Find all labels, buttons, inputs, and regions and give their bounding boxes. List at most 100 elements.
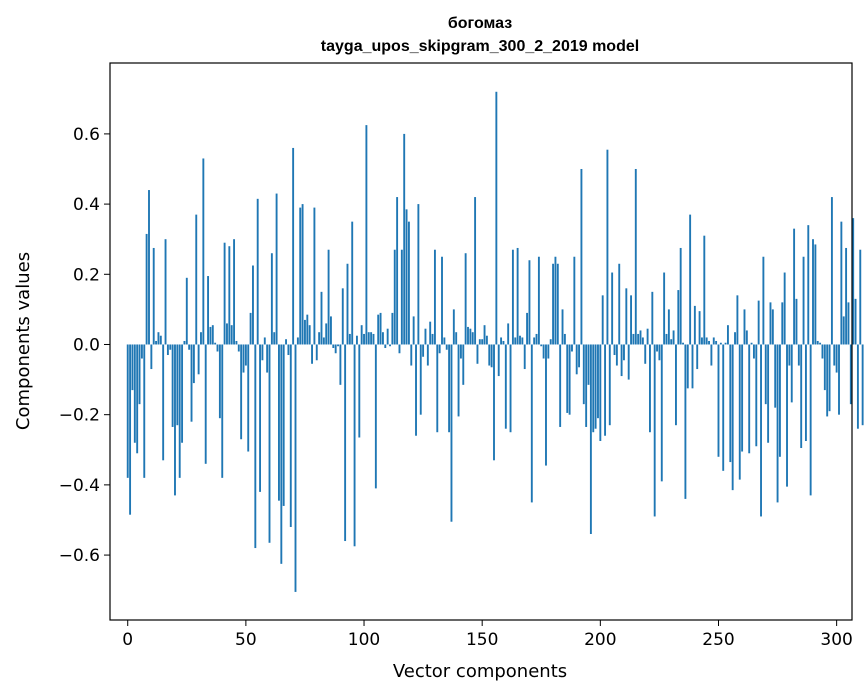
- bar-290: [812, 239, 814, 345]
- bar-167: [521, 337, 524, 345]
- bar-308: [854, 298, 857, 345]
- bar-37: [214, 342, 217, 345]
- bar-282: [793, 228, 796, 345]
- bar-301: [838, 344, 840, 415]
- bar-173: [535, 333, 538, 345]
- bar-49: [242, 344, 245, 373]
- bar-302: [840, 221, 843, 345]
- bar-26: [188, 344, 191, 350]
- bar-35: [209, 326, 212, 345]
- bar-187: [568, 344, 571, 415]
- bar-200: [599, 344, 602, 441]
- bar-276: [778, 344, 781, 457]
- bar-215: [634, 168, 637, 345]
- bar-231: [672, 330, 675, 345]
- bar-52: [249, 312, 252, 345]
- x-tick-label-6: 300: [820, 630, 852, 650]
- bar-304: [845, 247, 848, 345]
- bar-75: [304, 319, 306, 345]
- bar-203: [606, 149, 609, 345]
- bar-235: [682, 342, 684, 345]
- bar-222: [651, 291, 654, 345]
- bar-146: [471, 332, 474, 345]
- bar-261: [743, 309, 746, 345]
- bar-267: [757, 300, 760, 345]
- bar-298: [830, 197, 833, 345]
- bar-197: [592, 344, 595, 433]
- bar-180: [552, 263, 555, 345]
- x-tick-label-2: 100: [348, 630, 380, 650]
- bar-18: [169, 344, 172, 350]
- bar-142: [462, 344, 465, 385]
- bar-20: [174, 344, 176, 496]
- bar-259: [738, 344, 741, 480]
- bar-264: [750, 342, 753, 345]
- bar-270: [764, 344, 767, 405]
- bar-12: [155, 340, 158, 345]
- bar-157: [497, 344, 500, 377]
- bar-300: [835, 344, 838, 373]
- bar-67: [285, 339, 287, 345]
- bar-240: [693, 305, 696, 345]
- bar-131: [436, 344, 439, 433]
- bar-255: [729, 344, 732, 463]
- bar-204: [608, 344, 611, 426]
- bar-57: [261, 344, 264, 361]
- bar-48: [240, 344, 243, 440]
- bar-225: [658, 344, 661, 361]
- bar-279: [786, 344, 788, 487]
- bar-170: [528, 260, 531, 345]
- bar-126: [424, 328, 427, 345]
- bar-69: [289, 344, 292, 527]
- bar-87: [332, 344, 335, 348]
- bar-265: [752, 344, 755, 359]
- bar-36: [211, 325, 214, 345]
- bar-195: [587, 344, 590, 385]
- bar-88: [334, 344, 337, 354]
- x-axis-label: Vector components: [393, 661, 567, 682]
- bar-149: [478, 339, 481, 345]
- bar-71: [294, 344, 297, 592]
- bar-121: [412, 316, 415, 345]
- bar-242: [698, 311, 701, 345]
- bar-294: [821, 344, 824, 359]
- bar-210: [623, 344, 625, 361]
- bar-63: [275, 193, 278, 345]
- bar-246: [708, 340, 710, 345]
- bar-194: [585, 344, 588, 427]
- bar-196: [589, 344, 592, 535]
- bar-11: [152, 247, 155, 345]
- y-tick-label-2: −0.2: [59, 406, 100, 426]
- bar-118: [405, 209, 408, 345]
- bar-54: [254, 344, 257, 549]
- bar-32: [202, 158, 205, 345]
- bar-216: [637, 333, 640, 345]
- bar-205: [611, 272, 614, 345]
- bar-120: [410, 344, 413, 366]
- bar-78: [311, 344, 313, 364]
- bar-23: [181, 344, 184, 443]
- bar-164: [514, 337, 517, 345]
- bar-292: [816, 340, 819, 345]
- bar-234: [679, 247, 682, 345]
- bar-117: [403, 133, 406, 345]
- bar-95: [351, 221, 354, 345]
- bar-288: [807, 225, 810, 345]
- bar-89: [337, 344, 339, 347]
- bar-303: [842, 316, 845, 345]
- bar-84: [325, 323, 328, 345]
- bar-122: [415, 344, 417, 436]
- y-axis-label: Components values: [13, 252, 34, 430]
- plot-frame: [109, 62, 853, 621]
- bar-113: [393, 249, 396, 345]
- bar-166: [519, 335, 521, 345]
- bar-307: [852, 218, 855, 345]
- bar-191: [578, 344, 581, 368]
- bar-100: [363, 333, 365, 345]
- bar-6: [140, 344, 143, 359]
- bar-295: [823, 344, 826, 391]
- bar-178: [547, 344, 550, 359]
- bar-38: [216, 344, 219, 352]
- bar-134: [443, 337, 446, 345]
- bar-0: [126, 344, 129, 478]
